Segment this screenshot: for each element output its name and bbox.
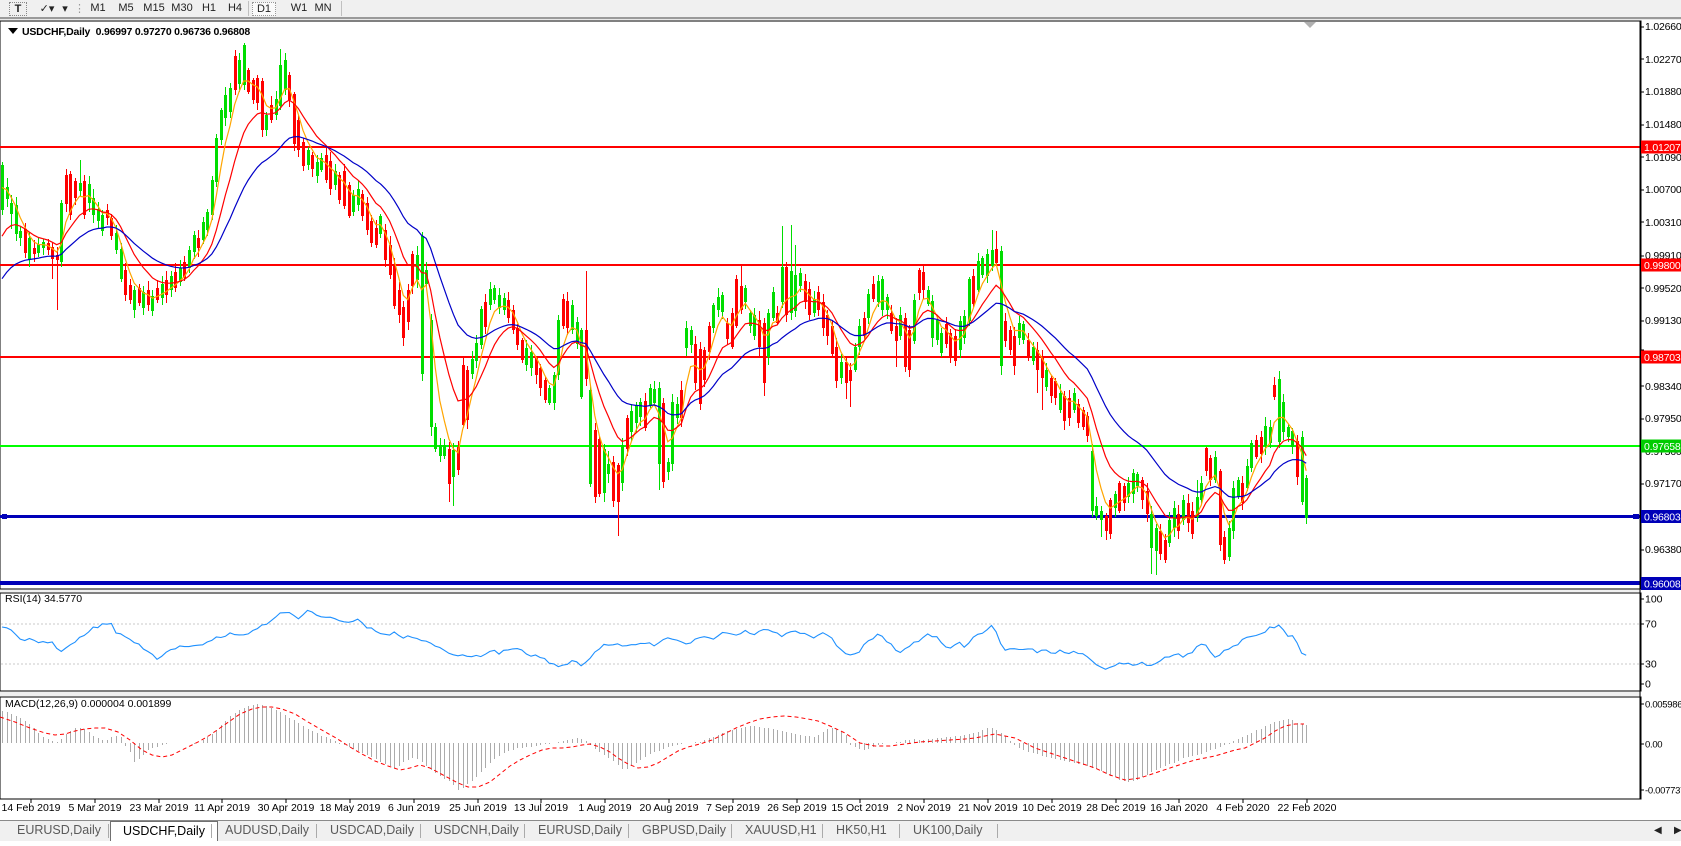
svg-text:1.02270: 1.02270 — [1645, 54, 1681, 66]
svg-text:0.97950: 0.97950 — [1645, 413, 1681, 425]
svg-text:26 Sep 2019: 26 Sep 2019 — [767, 802, 827, 814]
svg-text:4 Feb 2020: 4 Feb 2020 — [1216, 802, 1269, 814]
svg-text:22 Feb 2020: 22 Feb 2020 — [1278, 802, 1337, 814]
svg-text:0.98703: 0.98703 — [1644, 352, 1681, 364]
svg-text:-0.007737: -0.007737 — [1645, 786, 1681, 797]
svg-text:0.99520: 0.99520 — [1645, 283, 1681, 295]
svg-text:0.97658: 0.97658 — [1644, 441, 1681, 453]
svg-text:0.99130: 0.99130 — [1645, 315, 1681, 327]
svg-text:1.00310: 1.00310 — [1645, 217, 1681, 229]
svg-text:1.00700: 1.00700 — [1645, 184, 1681, 196]
svg-text:0.00: 0.00 — [1645, 740, 1662, 751]
svg-text:0.96008: 0.96008 — [1644, 578, 1681, 590]
svg-text:6 Jun 2019: 6 Jun 2019 — [388, 802, 440, 814]
svg-text:MACD(12,26,9) 0.000004 0.00189: MACD(12,26,9) 0.000004 0.001899 — [5, 698, 172, 710]
svg-text:0.99800: 0.99800 — [1644, 260, 1681, 272]
svg-text:0.96803: 0.96803 — [1644, 511, 1681, 523]
svg-text:0.97170: 0.97170 — [1645, 478, 1681, 490]
svg-text:7 Sep 2019: 7 Sep 2019 — [706, 802, 760, 814]
svg-text:30 Apr 2019: 30 Apr 2019 — [258, 802, 315, 814]
svg-text:0.005986: 0.005986 — [1645, 700, 1681, 711]
svg-text:5 Mar 2019: 5 Mar 2019 — [68, 802, 121, 814]
svg-text:10 Dec 2019: 10 Dec 2019 — [1022, 802, 1082, 814]
svg-text:70: 70 — [1645, 619, 1657, 631]
svg-text:0: 0 — [1645, 679, 1651, 691]
svg-text:16 Jan 2020: 16 Jan 2020 — [1150, 802, 1208, 814]
svg-text:0.96380: 0.96380 — [1645, 544, 1681, 556]
svg-text:28 Dec 2019: 28 Dec 2019 — [1086, 802, 1146, 814]
svg-text:30: 30 — [1645, 659, 1657, 671]
svg-text:25 Jun 2019: 25 Jun 2019 — [449, 802, 507, 814]
svg-text:1.01090: 1.01090 — [1645, 152, 1681, 164]
svg-text:0.98340: 0.98340 — [1645, 381, 1681, 393]
svg-text:1 Aug 2019: 1 Aug 2019 — [578, 802, 631, 814]
svg-text:14 Feb 2019: 14 Feb 2019 — [2, 802, 61, 814]
svg-text:1.01880: 1.01880 — [1645, 86, 1681, 98]
svg-text:RSI(14) 34.5770: RSI(14) 34.5770 — [5, 593, 82, 605]
svg-text:1.02660: 1.02660 — [1645, 21, 1681, 33]
svg-text:USDCHF,Daily 0.96997 0.97270: USDCHF,Daily 0.96997 0.97270 0.96736 0.9… — [22, 26, 250, 38]
svg-text:1.01480: 1.01480 — [1645, 119, 1681, 131]
svg-text:21 Nov 2019: 21 Nov 2019 — [958, 802, 1018, 814]
svg-text:15 Oct 2019: 15 Oct 2019 — [831, 802, 888, 814]
svg-text:11 Apr 2019: 11 Apr 2019 — [194, 802, 250, 814]
svg-text:20 Aug 2019: 20 Aug 2019 — [640, 802, 699, 814]
svg-text:23 Mar 2019: 23 Mar 2019 — [130, 802, 189, 814]
svg-text:100: 100 — [1645, 594, 1663, 606]
svg-text:2 Nov 2019: 2 Nov 2019 — [897, 802, 951, 814]
svg-text:1.01207: 1.01207 — [1644, 142, 1681, 154]
svg-text:13 Jul 2019: 13 Jul 2019 — [514, 802, 568, 814]
svg-text:18 May 2019: 18 May 2019 — [320, 802, 381, 814]
